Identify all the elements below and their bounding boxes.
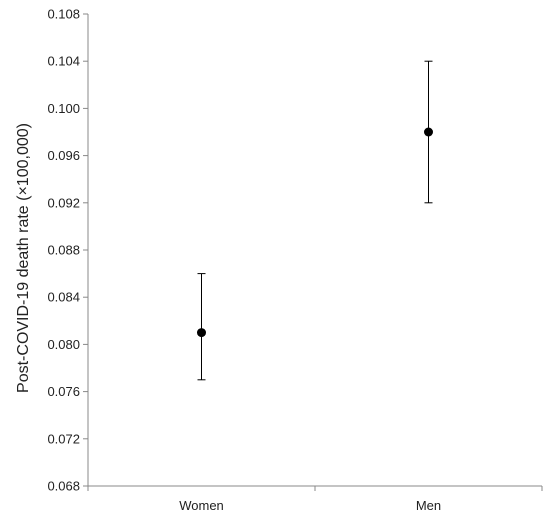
y-tick-label: 0.084 [47, 290, 80, 305]
y-tick-label: 0.088 [47, 243, 80, 258]
y-tick-label: 0.080 [47, 337, 80, 352]
y-tick-label: 0.108 [47, 7, 80, 22]
data-point [197, 328, 206, 338]
data-marks [197, 60, 433, 381]
y-tick-label: 0.072 [47, 431, 80, 446]
y-axis-title: Post-COVID-19 death rate (×100,000) [15, 123, 32, 393]
chart-axes [87, 14, 542, 487]
x-axis-ticks: Women Men [87, 486, 543, 513]
y-axis-ticks: 0.068 0.072 0.076 0.080 0.084 0.088 0.092 0.096… [47, 7, 88, 494]
x-category-label: Men [416, 498, 441, 513]
y-tick-label: 0.092 [47, 195, 80, 210]
y-tick-label: 0.068 [47, 479, 80, 494]
y-tick-label: 0.076 [47, 384, 80, 399]
y-tick-label: 0.096 [47, 148, 80, 163]
x-category-label: Women [179, 498, 224, 513]
y-tick-label: 0.100 [47, 101, 80, 116]
data-point [424, 127, 433, 137]
y-tick-label: 0.104 [47, 54, 80, 69]
